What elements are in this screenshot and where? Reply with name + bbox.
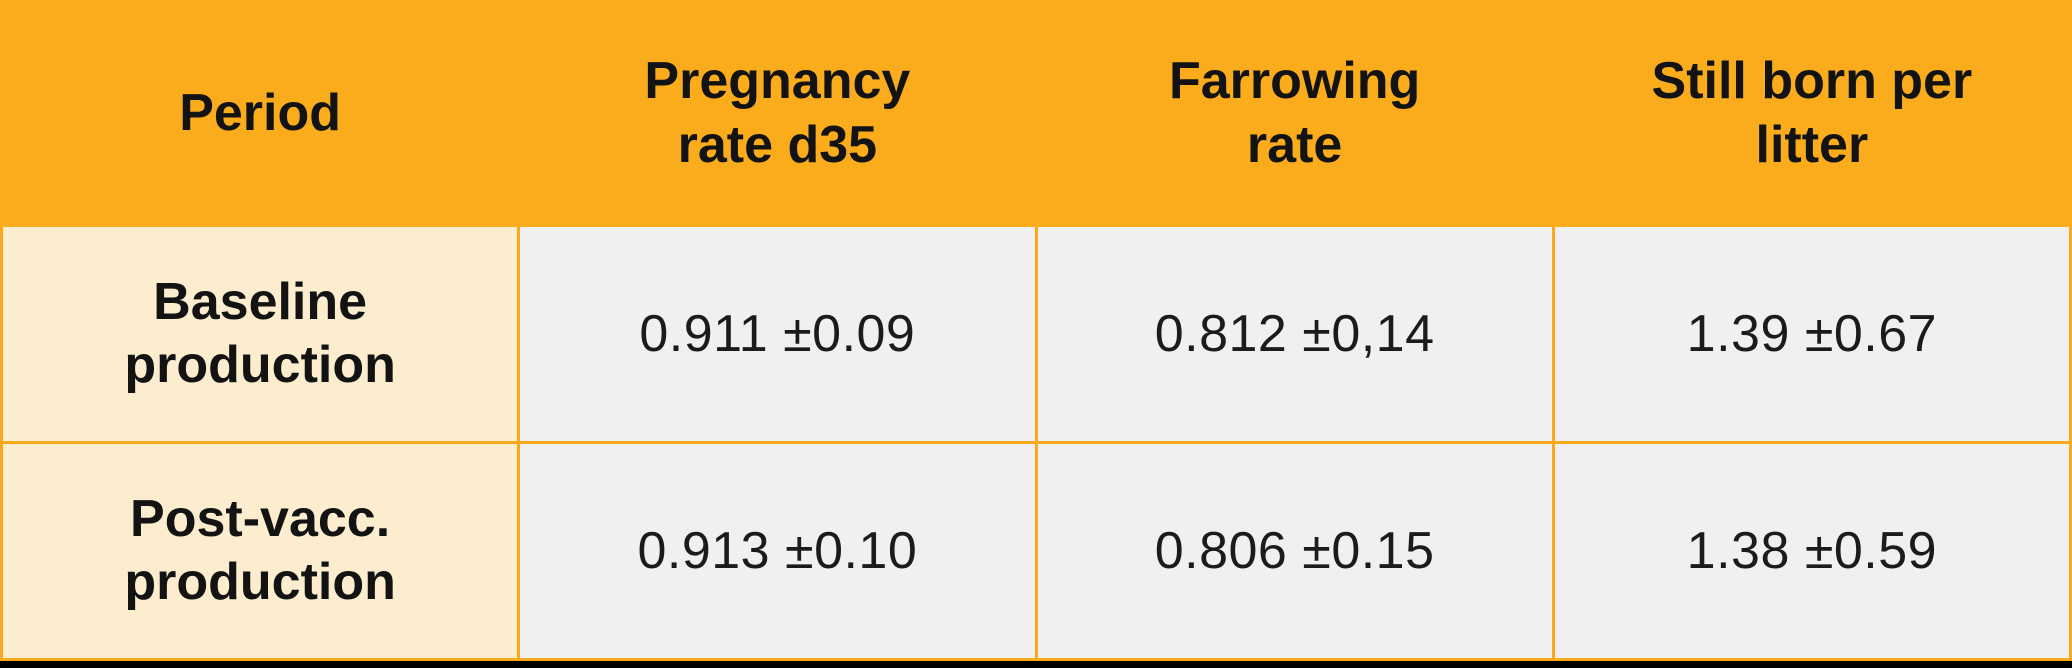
column-header-pregnancy-rate-d35: Pregnancy rate d35 xyxy=(517,0,1038,227)
table-row-post-vacc: Post-vacc. production 0.913 ±0.10 0.806 … xyxy=(0,441,2072,661)
column-header-farrowing-rate: Farrowing rate xyxy=(1034,0,1555,227)
row-header-post-vacc-production: Post-vacc. production xyxy=(0,441,521,661)
column-header-stillborn-per-litter: Still born per litter xyxy=(1551,0,2072,227)
cell-post-vacc-farrowing-rate: 0.806 ±0.15 xyxy=(1034,441,1555,661)
column-header-period: Period xyxy=(0,0,521,227)
cell-post-vacc-stillborn-per-litter: 1.38 ±0.59 xyxy=(1551,441,2072,661)
bottom-edge-strip xyxy=(0,661,2072,668)
table-header-row: Period Pregnancy rate d35 Farrowing rate… xyxy=(0,0,2072,227)
cell-baseline-farrowing-rate: 0.812 ±0,14 xyxy=(1034,224,1555,444)
cell-baseline-pregnancy-rate: 0.911 ±0.09 xyxy=(517,224,1038,444)
table-row-baseline: Baseline production 0.911 ±0.09 0.812 ±0… xyxy=(0,224,2072,444)
cell-post-vacc-pregnancy-rate: 0.913 ±0.10 xyxy=(517,441,1038,661)
row-header-baseline-production: Baseline production xyxy=(0,224,521,444)
cell-baseline-stillborn-per-litter: 1.39 ±0.67 xyxy=(1551,224,2072,444)
